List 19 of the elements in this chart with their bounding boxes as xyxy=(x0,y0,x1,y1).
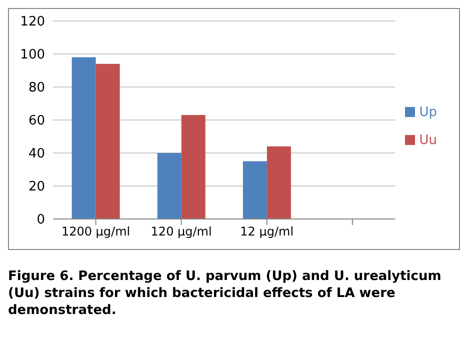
y-tick-label: 60 xyxy=(28,114,45,129)
y-tick-label: 100 xyxy=(20,48,45,63)
y-tick-label: 0 xyxy=(36,212,45,228)
y-tick-label: 40 xyxy=(28,146,45,162)
x-tick-label: 12 µg/ml xyxy=(240,224,294,239)
y-tick-label: 80 xyxy=(28,80,45,96)
y-tick-label: 20 xyxy=(28,180,45,195)
bar xyxy=(266,146,291,219)
bar xyxy=(72,57,96,219)
bar xyxy=(242,161,267,219)
bar xyxy=(157,153,182,219)
bar xyxy=(181,115,206,219)
x-tick-label: 120 µg/ml xyxy=(150,224,212,239)
y-tick-label: 120 xyxy=(20,14,45,30)
legend-label: Uu xyxy=(419,133,437,148)
x-tick-label: 1200 µg/ml xyxy=(61,224,130,239)
legend-label: Up xyxy=(419,105,437,120)
bar xyxy=(96,64,120,219)
caption: Figure 6. Percentage of U. parvum (Up) and U. urealyticum (Uu) strains for which bactericidal effects of LA were demonstrated. xyxy=(8,268,442,319)
